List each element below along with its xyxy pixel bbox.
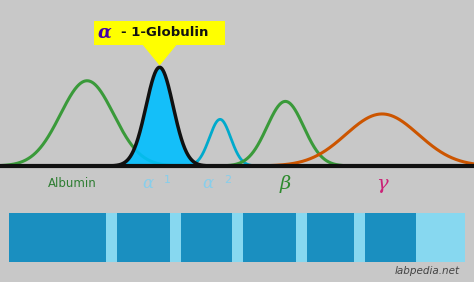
Text: 2: 2 [224, 175, 231, 185]
Bar [9, 213, 106, 262]
Text: Albumin: Albumin [48, 177, 97, 190]
Bar [427, 213, 465, 262]
Text: labpedia.net: labpedia.net [395, 266, 460, 276]
Bar [181, 213, 232, 262]
Text: 1: 1 [164, 175, 171, 185]
Polygon shape [143, 45, 176, 65]
Bar [106, 213, 117, 262]
Bar [170, 213, 181, 262]
Bar [416, 213, 427, 262]
Text: γ: γ [376, 175, 388, 193]
Text: β: β [280, 175, 291, 193]
Text: - 1-Globulin: - 1-Globulin [121, 26, 208, 39]
Bar [354, 213, 365, 262]
Bar [296, 213, 307, 262]
Bar [117, 213, 170, 262]
Text: α: α [98, 24, 112, 42]
Bar [232, 213, 243, 262]
Bar [307, 213, 354, 262]
Bar [365, 213, 416, 262]
Text: α: α [202, 175, 214, 192]
Bar [243, 213, 296, 262]
FancyBboxPatch shape [94, 21, 225, 45]
Text: α: α [142, 175, 153, 192]
